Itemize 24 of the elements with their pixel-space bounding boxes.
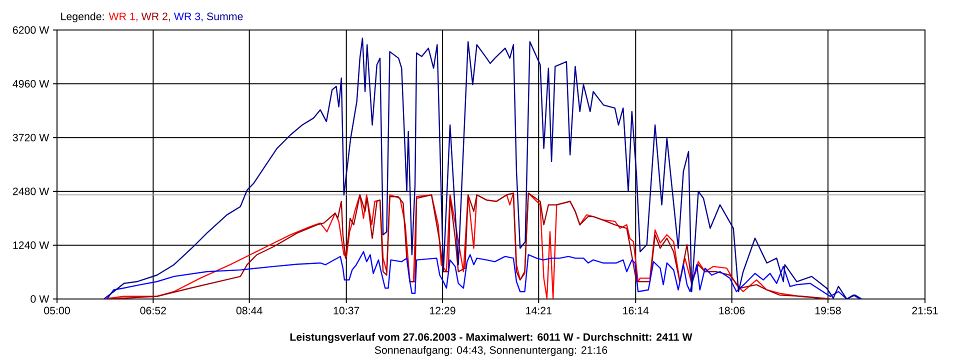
x-tick-label: 21:51: [912, 306, 938, 314]
y-tick-label: 6200 W: [12, 26, 50, 34]
x-tick-label: 14:21: [526, 306, 552, 314]
x-tick-label: 08:44: [236, 306, 262, 314]
text: WR 1,: [108, 12, 138, 22]
text: WR 3,: [174, 12, 203, 22]
x-tick-label: 12:29: [430, 306, 456, 314]
x-tick-label: 06:52: [140, 306, 166, 314]
y-tick-label: 1240 W: [13, 241, 50, 249]
y-tick-label: 2480 W: [12, 188, 50, 196]
y-tick-label: 0 W: [30, 295, 50, 303]
y-tick-label: 3720 W: [12, 134, 50, 142]
x-tick-label: 05:00: [44, 306, 70, 314]
text: Sonnenaufgang: 04:43, Sonnenuntergang: 21:16: [374, 346, 608, 356]
y-tick-label: 4960 W: [12, 80, 50, 88]
x-tick-label: 18:06: [719, 306, 745, 314]
text: Leistungsverlauf vom 27.06.2003 - Maximalwert: 6011 W - Durchschnitt: 2411 W: [290, 332, 692, 343]
legend-title: Legende:: [61, 12, 104, 22]
line-series: [103, 38, 862, 299]
x-tick-label: 19:58: [815, 306, 841, 314]
text: WR 2,: [141, 12, 170, 22]
text: Summe: [206, 12, 243, 20]
x-tick-label: 10:37: [334, 306, 360, 314]
x-tick-label: 16:14: [623, 306, 649, 314]
